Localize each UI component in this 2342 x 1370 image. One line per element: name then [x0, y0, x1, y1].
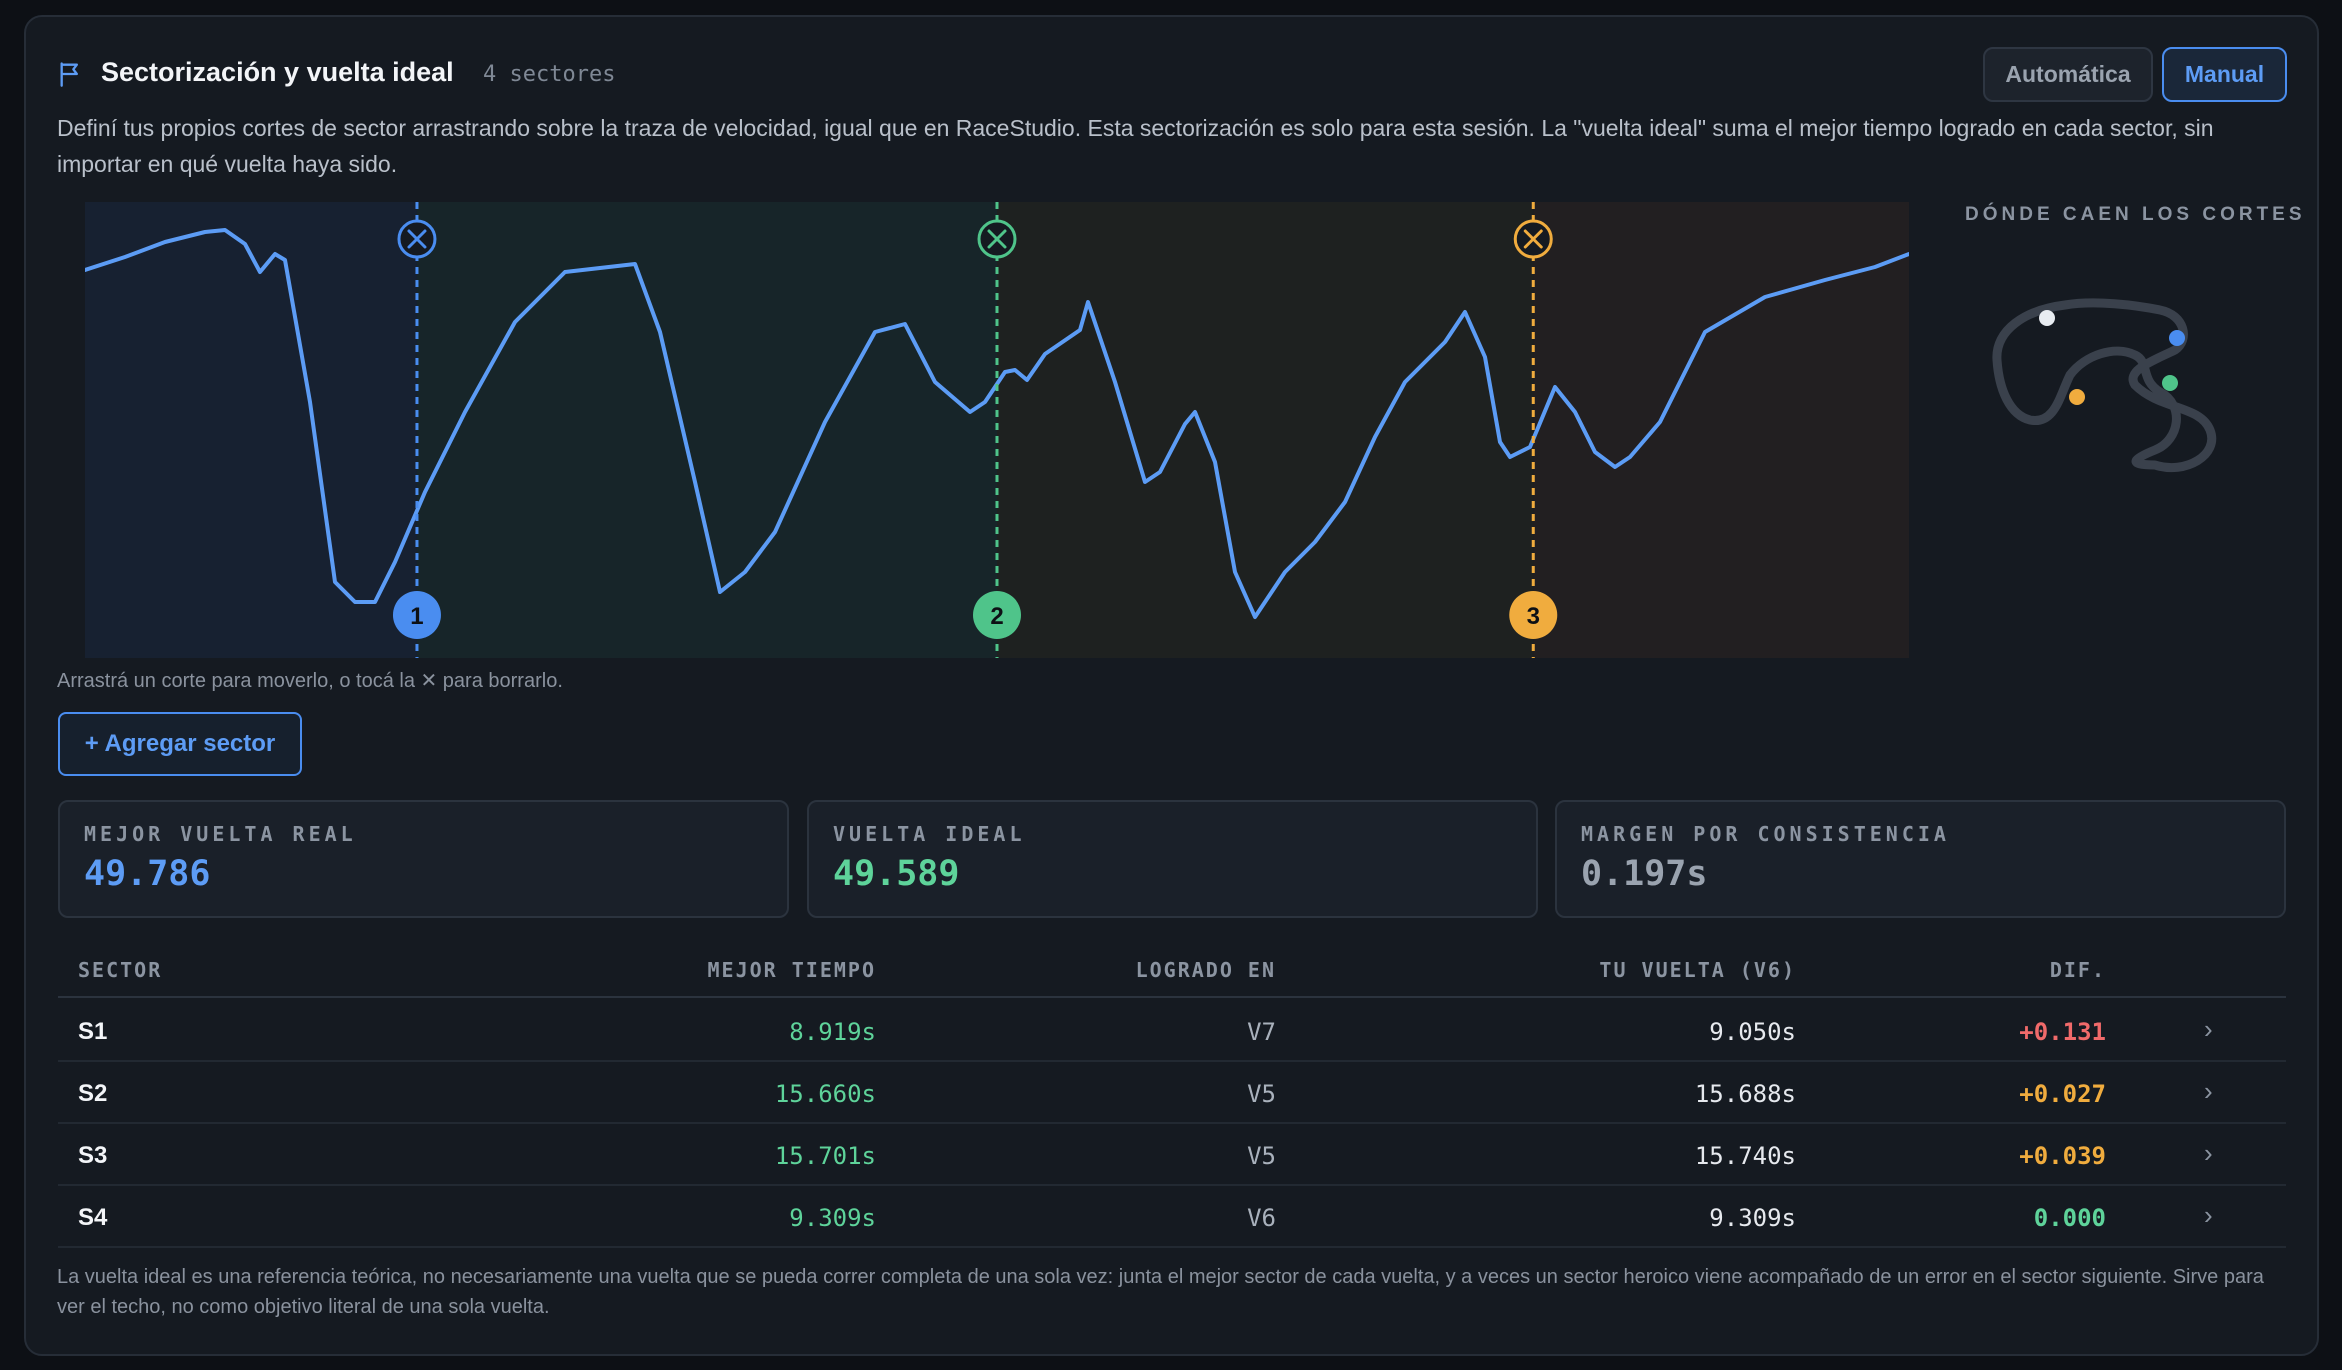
stat-value: 49.589: [833, 854, 960, 894]
sector-cut-handle[interactable]: [973, 591, 1021, 639]
panel-description: Definí tus propios cortes de sector arra…: [57, 115, 2214, 177]
speed-trace-chart[interactable]: 1 2 3: [85, 202, 1909, 658]
cut-position-dot: [2039, 310, 2055, 326]
your-lap-time: 15.688s: [1694, 1080, 1796, 1108]
sector-name: S3: [78, 1142, 108, 1169]
delete-cut-icon[interactable]: [1513, 219, 1553, 259]
sector-count: 4 sectores: [483, 62, 616, 87]
sector-cut-handle[interactable]: [392, 591, 441, 639]
chart-hint: Arrastrá un corte para moverlo, o tocá l…: [57, 670, 563, 692]
add-sector-button[interactable]: + Agregar sector: [58, 712, 302, 776]
sector-background: [416, 202, 997, 658]
cut-position-dot: [2162, 375, 2178, 391]
sector-name: S4: [78, 1204, 108, 1231]
sector-name: S1: [78, 1018, 108, 1045]
stat-value: 49.786: [84, 854, 211, 894]
chevron-right-icon[interactable]: ›: [2204, 1076, 2213, 1106]
sector-cut-handle[interactable]: [1509, 591, 1558, 639]
time-dif: +0.131: [2019, 1018, 2106, 1046]
col-dif: DIF.: [2049, 958, 2106, 982]
panel-title: Sectorización y vuelta ideal: [101, 57, 454, 87]
achieved-lap: V7: [1247, 1018, 1276, 1046]
delete-cut-icon[interactable]: [397, 219, 437, 259]
sector-table-header: SECTOR MEJOR TIEMPO LOGRADO EN TU VUELTA…: [58, 950, 2286, 998]
chevron-right-icon[interactable]: ›: [2204, 1138, 2213, 1168]
delete-cut-icon[interactable]: [977, 219, 1017, 259]
chevron-right-icon[interactable]: ›: [2204, 1200, 2213, 1230]
achieved-lap: V5: [1247, 1142, 1276, 1170]
sector-name: S2: [78, 1080, 108, 1107]
sector-cut-label: 2: [990, 603, 1003, 630]
stat-label: VUELTA IDEAL: [833, 822, 1026, 846]
table-row[interactable]: S3 15.701s V5 15.740s +0.039 ›: [58, 1124, 2286, 1186]
sector-background: [1533, 202, 1909, 658]
time-dif: +0.039: [2019, 1142, 2106, 1170]
track-outline: [1992, 298, 2217, 473]
stat-card-margin: MARGEN POR CONSISTENCIA 0.197s: [1555, 800, 2286, 918]
sector-background: [85, 202, 417, 658]
table-row[interactable]: S1 8.919s V7 9.050s +0.131 ›: [58, 1000, 2286, 1062]
map-title: DÓNDE CAEN LOS CORTES: [1965, 204, 2306, 225]
col-achieved-in: LOGRADO EN: [1135, 958, 1276, 982]
best-time: 8.919s: [789, 1018, 876, 1046]
table-row[interactable]: S4 9.309s V6 9.309s 0.000 ›: [58, 1186, 2286, 1248]
mode-manual-button[interactable]: Manual: [2162, 47, 2287, 102]
table-row[interactable]: S2 15.660s V5 15.688s +0.027 ›: [58, 1062, 2286, 1124]
col-sector: SECTOR: [78, 958, 163, 982]
time-dif: 0.000: [2033, 1204, 2106, 1232]
achieved-lap: V6: [1247, 1204, 1276, 1232]
stat-label: MEJOR VUELTA REAL: [84, 822, 357, 846]
cut-position-dot: [2069, 389, 2085, 405]
stat-label: MARGEN POR CONSISTENCIA: [1581, 822, 1950, 846]
col-your-lap: TU VUELTA (V6): [1599, 958, 1796, 982]
sector-background: [997, 202, 1534, 658]
your-lap-time: 9.309s: [1709, 1204, 1796, 1232]
sector-cut-label: 1: [410, 603, 423, 630]
cut-position-dot: [2169, 330, 2185, 346]
sector-cut-label: 3: [1527, 603, 1540, 630]
best-time: 9.309s: [789, 1204, 876, 1232]
chevron-right-icon[interactable]: ›: [2204, 1014, 2213, 1044]
track-map: [1992, 298, 2217, 473]
best-time: 15.660s: [774, 1080, 876, 1108]
best-time: 15.701s: [774, 1142, 876, 1170]
your-lap-time: 15.740s: [1694, 1142, 1796, 1170]
footnote: La vuelta ideal es una referencia teóric…: [57, 1266, 2264, 1318]
stat-card-ideal: VUELTA IDEAL 49.589: [807, 800, 1538, 918]
flag-icon: [60, 62, 79, 87]
stat-card-best-real: MEJOR VUELTA REAL 49.786: [58, 800, 789, 918]
mode-auto-button[interactable]: Automática: [1983, 47, 2153, 102]
col-best-time: MEJOR TIEMPO: [707, 958, 876, 982]
stat-value: 0.197s: [1581, 854, 1708, 894]
your-lap-time: 9.050s: [1709, 1018, 1796, 1046]
achieved-lap: V5: [1247, 1080, 1276, 1108]
time-dif: +0.027: [2019, 1080, 2106, 1108]
